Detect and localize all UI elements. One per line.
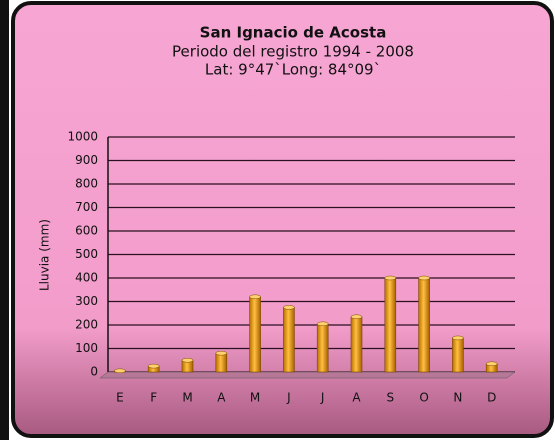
subtitle: Periodo del registro 1994 - 2008	[172, 43, 414, 61]
bar-cap	[485, 361, 498, 367]
bar	[384, 277, 397, 373]
bar-cap	[147, 363, 160, 369]
x-tick-label: E	[116, 391, 124, 405]
y-tick-label: 500	[75, 247, 98, 261]
y-tick-label: 100	[75, 341, 98, 355]
bar	[418, 277, 430, 373]
x-tick-label: M	[182, 391, 192, 405]
y-tick-label: 300	[75, 294, 98, 308]
bar-cap	[283, 305, 295, 310]
x-tick-label: S	[386, 391, 394, 405]
y-tick-label: 600	[75, 224, 98, 238]
bar-cap	[384, 275, 397, 281]
side-strip	[0, 0, 9, 440]
bar-cap	[316, 321, 329, 327]
x-tick-label: F	[150, 391, 157, 405]
bar-cap	[350, 314, 363, 320]
bar	[283, 307, 295, 373]
x-tick-label: O	[419, 391, 428, 405]
bar	[215, 352, 228, 373]
x-tick-label: N	[453, 391, 462, 405]
y-tick-label: 400	[75, 271, 98, 285]
bar	[452, 337, 464, 373]
bar-cap	[452, 335, 464, 341]
panel	[11, 1, 554, 438]
y-axis-label: Lluvia (mm)	[38, 219, 52, 291]
y-tick-label: 1000	[67, 130, 98, 144]
x-tick-label: D	[487, 391, 496, 405]
x-tick-label: J	[286, 391, 291, 405]
y-tick-label: 0	[90, 365, 98, 379]
x-tick-label: A	[352, 391, 361, 405]
bar-cap	[215, 350, 228, 356]
bar	[350, 316, 363, 373]
bar-cap	[114, 368, 126, 374]
floor	[99, 371, 516, 379]
bar-cap	[249, 294, 261, 300]
bar-cap	[181, 358, 194, 363]
bar	[316, 323, 329, 373]
y-tick-label: 800	[75, 177, 98, 191]
chart-title: San Ignacio de Acosta	[200, 24, 387, 42]
bar	[249, 296, 261, 373]
x-tick-label: A	[217, 391, 226, 405]
y-tick-label: 200	[75, 318, 98, 332]
bar-cap	[418, 275, 430, 281]
x-tick-label: J	[320, 391, 325, 405]
x-tick-label: M	[250, 391, 260, 405]
annotation: Lat: 9°47`Long: 84°09`	[205, 61, 381, 79]
y-tick-label: 900	[75, 153, 98, 167]
y-tick-label: 700	[75, 200, 98, 214]
